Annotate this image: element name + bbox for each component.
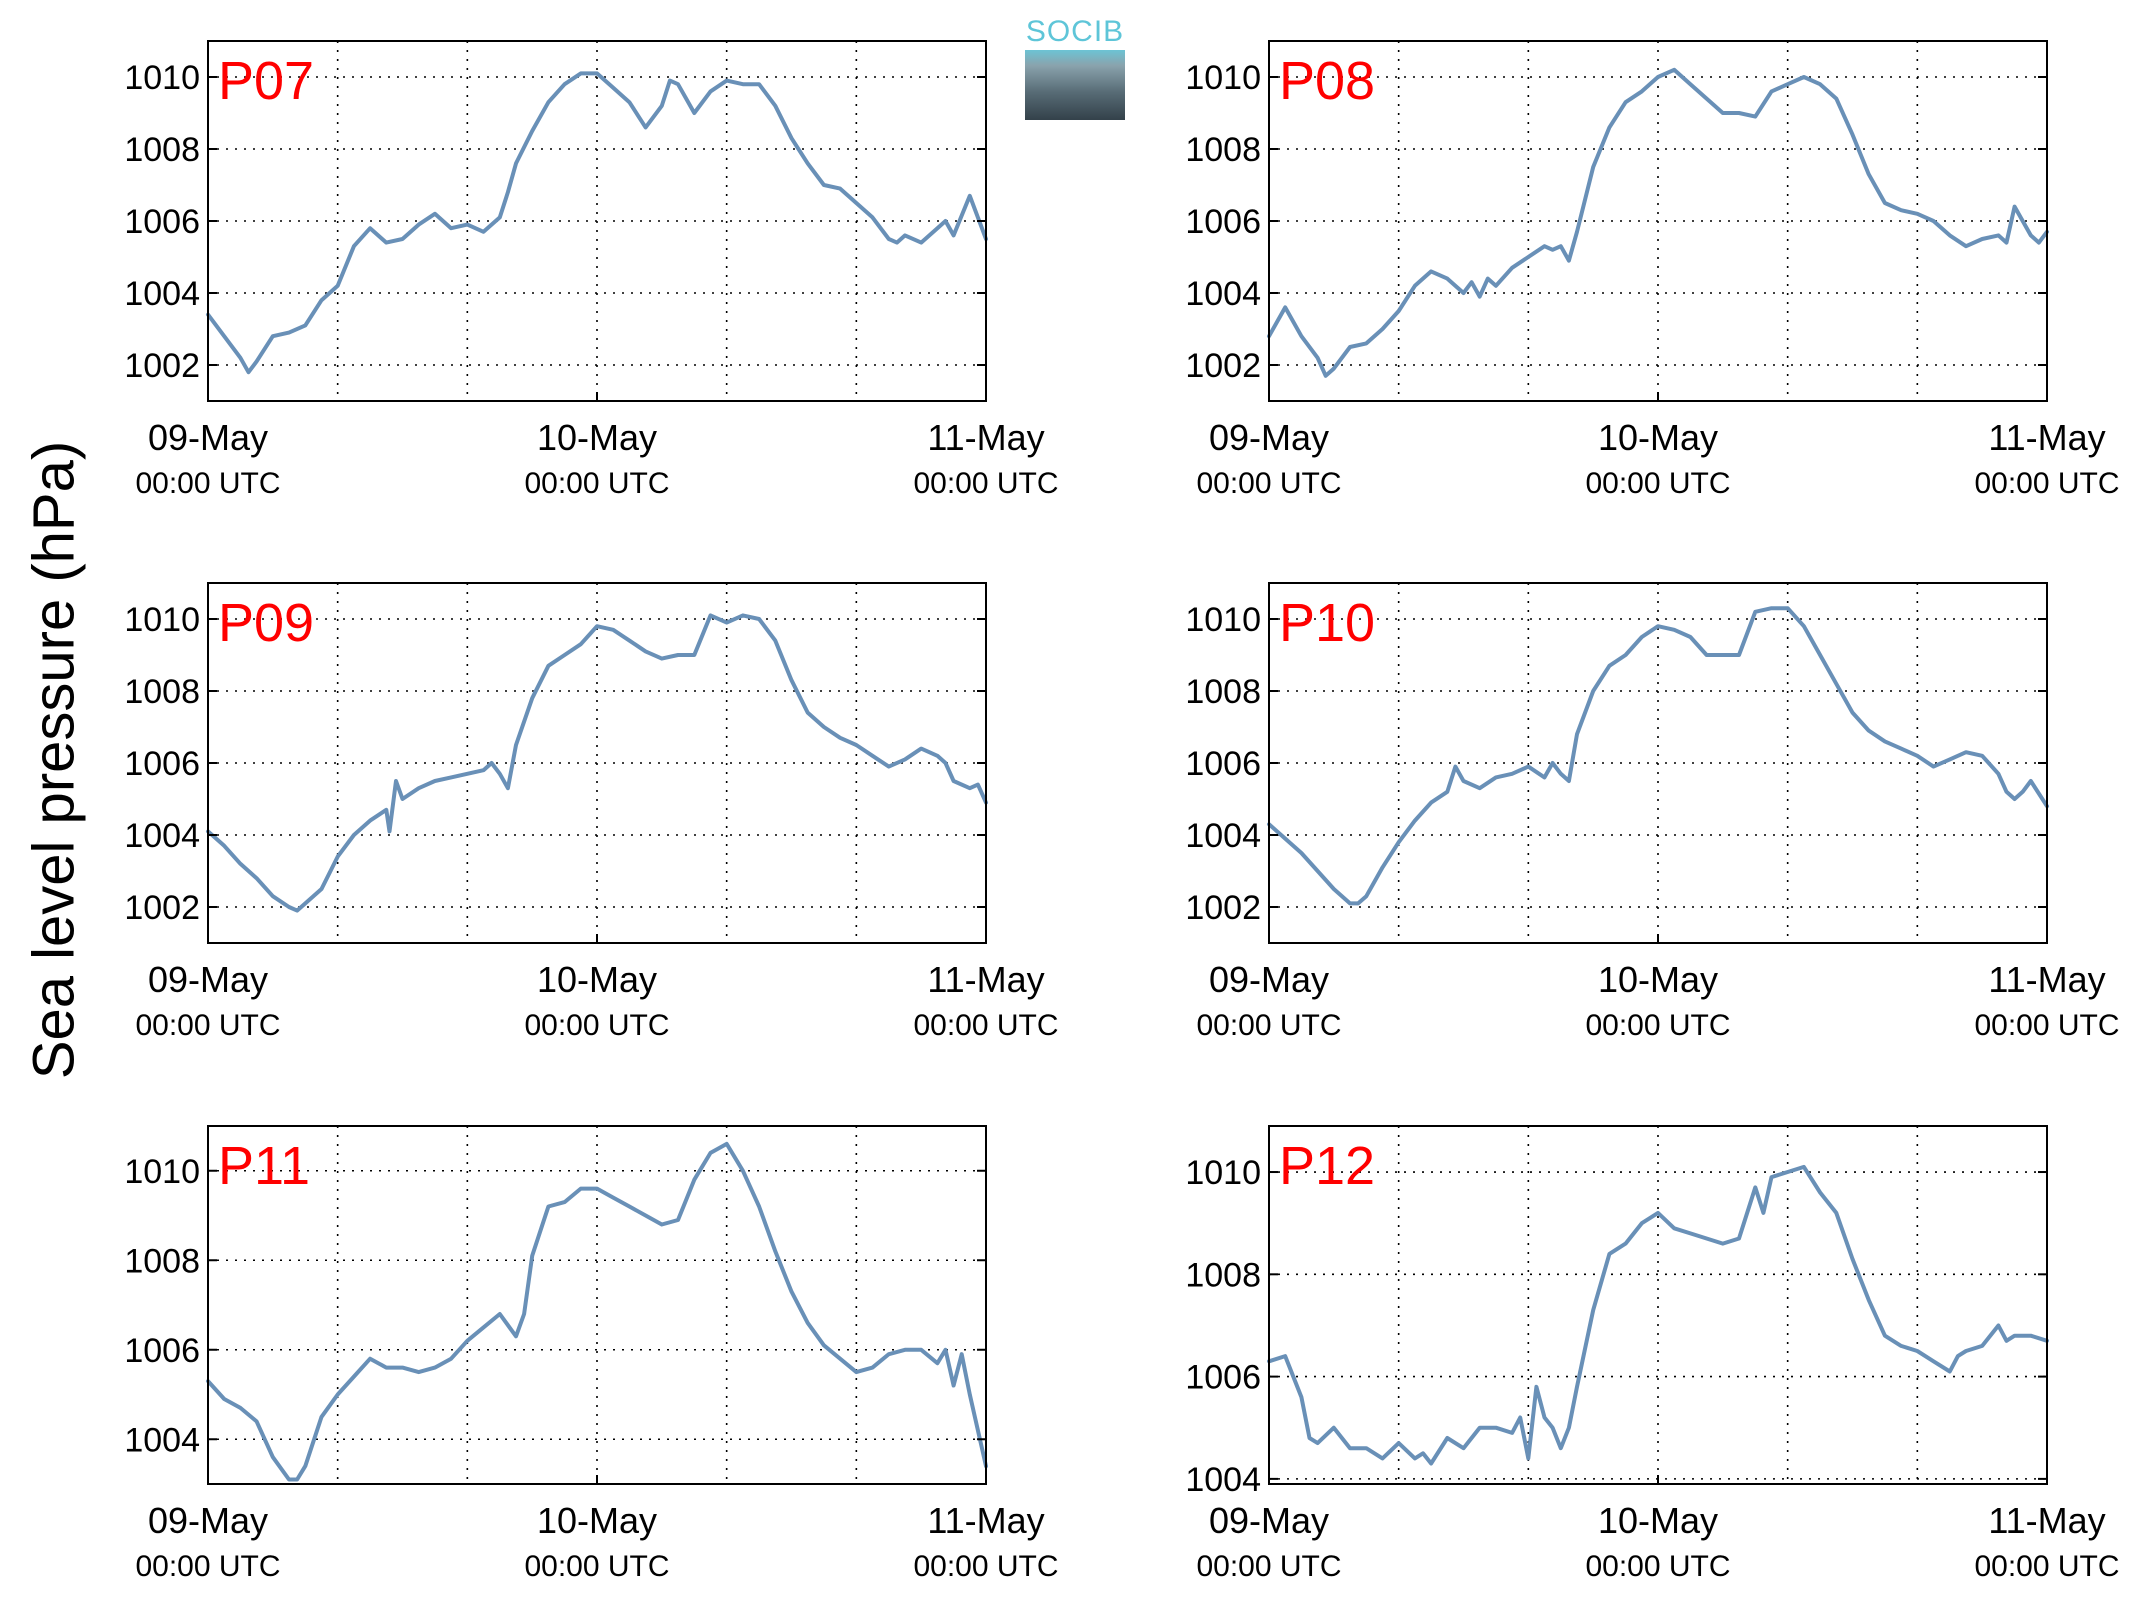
y-tick-label: 1010 <box>1185 601 1261 639</box>
y-tick-label: 1006 <box>1185 203 1261 241</box>
x-tick-label-time: 00:00 UTC <box>135 1009 280 1042</box>
panel-p12: 1004 1006 1008 1010 09-May 00:00 UTC 10-May 00:… <box>1185 1125 2120 1583</box>
x-tick-label-day: 11-May <box>927 959 1044 1000</box>
x-tick-label-day: 11-May <box>927 417 1044 458</box>
station-label: P08 <box>1279 51 1375 111</box>
x-tick-label-day: 10-May <box>1598 959 1718 1000</box>
y-tick-label: 1008 <box>1185 1256 1261 1294</box>
y-tick-label: 1004 <box>1185 817 1261 855</box>
y-tick-label: 1008 <box>1185 131 1261 169</box>
x-tick-label-time: 00:00 UTC <box>1585 467 1730 500</box>
y-tick-label: 1006 <box>1185 1359 1261 1397</box>
panel-p07: 1002 1004 1006 1008 1010 09-May 00:00 UTC 10-Ma… <box>124 40 1059 500</box>
y-tick-label: 1010 <box>1185 1154 1261 1192</box>
x-tick-label-day: 10-May <box>537 1500 657 1541</box>
y-tick-label: 1010 <box>124 601 200 639</box>
x-tick-label-day: 09-May <box>1209 417 1329 458</box>
axes-frame <box>207 1125 987 1485</box>
x-tick-label-time: 00:00 UTC <box>135 1550 280 1583</box>
x-tick-label-time: 00:00 UTC <box>1585 1009 1730 1042</box>
x-tick-label-day: 10-May <box>1598 417 1718 458</box>
y-tick-label: 1004 <box>124 817 200 855</box>
x-tick-label-time: 00:00 UTC <box>135 467 280 500</box>
x-tick-label-time: 00:00 UTC <box>524 467 669 500</box>
x-tick-label-time: 00:00 UTC <box>913 1550 1058 1583</box>
x-tick-label-day: 09-May <box>148 417 268 458</box>
x-tick-label-day: 11-May <box>1988 417 2105 458</box>
panel-p09: 1002 1004 1006 1008 1010 09-May 00:00 UTC 10-Ma… <box>124 582 1059 1042</box>
x-tick-label-time: 00:00 UTC <box>913 1009 1058 1042</box>
y-tick-label: 1006 <box>124 203 200 241</box>
x-tick-label-day: 10-May <box>1598 1500 1718 1541</box>
y-tick-label: 1010 <box>124 1153 200 1191</box>
y-tick-label: 1002 <box>124 347 200 385</box>
y-tick-label: 1008 <box>124 131 200 169</box>
y-tick-label: 1006 <box>124 745 200 783</box>
y-tick-label: 1008 <box>1185 673 1261 711</box>
x-tick-label-time: 00:00 UTC <box>1974 1009 2119 1042</box>
x-tick-label-time: 00:00 UTC <box>1585 1550 1730 1583</box>
x-tick-label-day: 09-May <box>1209 959 1329 1000</box>
station-label: P12 <box>1279 1136 1375 1196</box>
series-line-p10 <box>1267 606 2049 906</box>
x-tick-label-time: 00:00 UTC <box>1974 467 2119 500</box>
logo-graphic <box>1025 50 1125 120</box>
station-label: P07 <box>218 51 314 111</box>
x-tick-label-day: 09-May <box>1209 1500 1329 1541</box>
series-line-p12 <box>1267 1164 2049 1466</box>
y-tick-label: 1006 <box>1185 745 1261 783</box>
y-tick-label: 1008 <box>124 673 200 711</box>
panel-p08: 1002 1004 1006 1008 1010 09-May 00:00 UTC 10-Ma… <box>1185 40 2120 500</box>
series-line-p07 <box>206 71 988 375</box>
x-tick-label-day: 09-May <box>148 1500 268 1541</box>
y-tick-label: 1002 <box>1185 889 1261 927</box>
y-tick-label: 1004 <box>124 275 200 313</box>
y-tick-label: 1004 <box>124 1421 200 1459</box>
axes-frame <box>1268 1125 2048 1485</box>
y-tick-label: 1008 <box>124 1242 200 1280</box>
x-tick-label-time: 00:00 UTC <box>1196 1550 1341 1583</box>
panel-p11: 1004 1006 1008 1010 09-May 00:00 UTC 10-May 00:… <box>124 1125 1059 1583</box>
series-line-p11 <box>206 1141 988 1482</box>
x-tick-label-day: 11-May <box>1988 959 2105 1000</box>
y-tick-label: 1002 <box>124 889 200 927</box>
y-tick-label: 1002 <box>1185 347 1261 385</box>
x-tick-label-day: 11-May <box>1988 1500 2105 1541</box>
panel-p10: 1002 1004 1006 1008 1010 09-May 00:00 UTC 10-Ma… <box>1185 582 2120 1042</box>
series-line-p09 <box>206 613 988 913</box>
y-tick-label: 1010 <box>124 59 200 97</box>
x-tick-label-time: 00:00 UTC <box>913 467 1058 500</box>
y-tick-label: 1006 <box>124 1332 200 1370</box>
y-tick-label: 1004 <box>1185 1461 1261 1499</box>
x-tick-label-time: 00:00 UTC <box>524 1009 669 1042</box>
station-label: P10 <box>1279 593 1375 653</box>
y-tick-label: 1004 <box>1185 275 1261 313</box>
x-tick-label-day: 09-May <box>148 959 268 1000</box>
x-tick-label-time: 00:00 UTC <box>1974 1550 2119 1583</box>
logo-text: SOCIB <box>1025 15 1125 48</box>
station-label: P09 <box>218 593 314 653</box>
series-line-p08 <box>1267 67 2049 378</box>
x-tick-label-day: 10-May <box>537 959 657 1000</box>
x-tick-label-time: 00:00 UTC <box>1196 1009 1341 1042</box>
x-tick-label-time: 00:00 UTC <box>1196 467 1341 500</box>
station-label: P11 <box>218 1136 310 1196</box>
socib-logo: SOCIB <box>1025 14 1125 122</box>
x-tick-label-day: 10-May <box>537 417 657 458</box>
x-tick-label-time: 00:00 UTC <box>524 1550 669 1583</box>
x-tick-label-day: 11-May <box>927 1500 1044 1541</box>
y-tick-label: 1010 <box>1185 59 1261 97</box>
